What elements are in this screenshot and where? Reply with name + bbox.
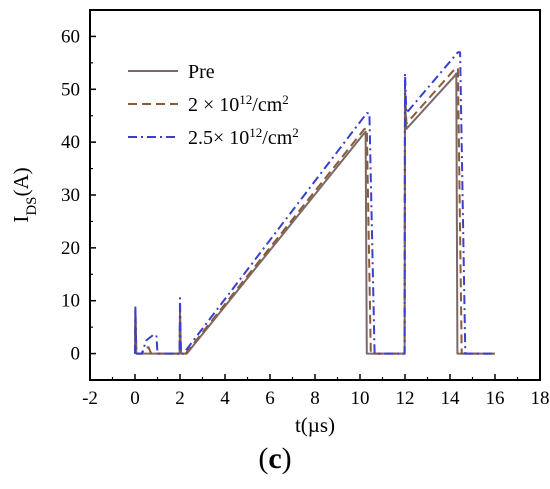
y-axis-label-sub: DS [24, 196, 40, 215]
legend-label-0: Pre [188, 61, 215, 83]
y-tick-label-3: 30 [61, 185, 80, 206]
x-tick-label-8: 14 [441, 388, 461, 409]
y-axis-label: IDS(A) [9, 167, 40, 222]
y-tick-label-6: 60 [61, 26, 80, 47]
y-tick-label-4: 40 [61, 132, 80, 153]
x-tick-label-0: -2 [82, 388, 98, 409]
legend: Pre 2 × 1012/cm2 2.5× 1012/cm2 [128, 61, 299, 149]
legend-label-2: 2.5× 1012/cm2 [188, 125, 299, 150]
x-tick-label-2: 2 [175, 388, 185, 409]
y-axis-label-suffix: (A) [9, 167, 33, 196]
x-tick-label-6: 10 [351, 388, 370, 409]
y-axis-label-main: I [9, 216, 33, 223]
panel-label: (c) [258, 442, 292, 475]
x-tick-label-3: 4 [220, 388, 230, 409]
legend-label-1: 2 × 1012/cm2 [188, 92, 289, 117]
x-axis-label: t(µs) [295, 413, 335, 437]
y-tick-label-0: 0 [71, 344, 81, 365]
y-tick-label-2: 20 [61, 238, 80, 259]
x-tick-label-9: 16 [486, 388, 505, 409]
series-lines [134, 51, 495, 355]
y-tick-label-1: 10 [61, 291, 80, 312]
x-tick-label-5: 8 [310, 388, 320, 409]
chart: -2 0 2 4 6 8 10 12 14 16 18 0 10 20 30 40 50 60 Pre 2 × 10… [9, 9, 550, 437]
axis-ticks: -2 0 2 4 6 8 10 12 14 16 18 0 10 20 30 40 50 60 [61, 26, 550, 409]
series-line-2 [134, 51, 495, 355]
x-tick-label-10: 18 [531, 388, 550, 409]
x-tick-label-7: 12 [396, 388, 415, 409]
x-tick-label-1: 0 [130, 388, 140, 409]
x-tick-label-4: 6 [265, 388, 275, 409]
y-tick-label-5: 50 [61, 79, 80, 100]
